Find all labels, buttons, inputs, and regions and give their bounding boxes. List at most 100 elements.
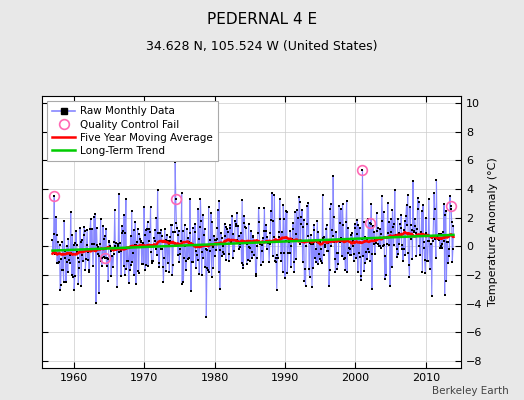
Point	[74, 281, 82, 287]
Point	[224, 228, 232, 235]
Point	[443, 239, 451, 246]
Point	[163, 259, 172, 266]
Point	[75, 259, 84, 265]
Point	[178, 281, 187, 287]
Point	[300, 278, 309, 284]
Point	[222, 257, 230, 263]
Point	[369, 222, 377, 229]
Point	[255, 218, 264, 225]
Point	[430, 190, 438, 197]
Point	[124, 245, 132, 251]
Point	[49, 249, 57, 255]
Point	[97, 258, 105, 264]
Point	[81, 228, 89, 234]
Point	[77, 283, 85, 289]
Point	[304, 200, 313, 206]
Point	[310, 221, 318, 228]
Text: 34.628 N, 105.524 W (United States): 34.628 N, 105.524 W (United States)	[146, 40, 378, 53]
Point	[184, 239, 193, 245]
Point	[449, 246, 457, 252]
Point	[387, 229, 395, 236]
Point	[83, 256, 92, 263]
Point	[343, 198, 351, 204]
Point	[295, 194, 303, 200]
Point	[106, 247, 115, 254]
Point	[414, 199, 423, 205]
Point	[440, 201, 449, 208]
Point	[139, 240, 147, 246]
Point	[93, 241, 101, 248]
Point	[397, 212, 406, 218]
Point	[264, 240, 272, 246]
Point	[144, 263, 152, 269]
Point	[301, 283, 310, 289]
Point	[141, 227, 150, 233]
Point	[431, 236, 440, 242]
Point	[410, 228, 418, 235]
Point	[124, 258, 133, 264]
Point	[191, 220, 199, 227]
Point	[49, 231, 58, 237]
Point	[205, 269, 213, 276]
Point	[71, 272, 79, 279]
Point	[348, 230, 356, 236]
Point	[407, 222, 415, 228]
Point	[432, 177, 441, 184]
Point	[376, 226, 384, 232]
Point	[118, 230, 127, 236]
Point	[103, 256, 112, 262]
Point	[134, 268, 143, 274]
Point	[60, 218, 69, 224]
Point	[128, 259, 137, 265]
Point	[182, 258, 191, 264]
Point	[349, 243, 357, 250]
Point	[341, 267, 350, 274]
Point	[82, 256, 90, 262]
Point	[160, 226, 169, 232]
Point	[86, 215, 95, 222]
Point	[203, 247, 212, 253]
Point	[126, 233, 135, 239]
Point	[159, 264, 167, 270]
Point	[57, 256, 66, 263]
Point	[277, 249, 285, 256]
Point	[127, 262, 135, 268]
Point	[264, 239, 272, 246]
Point	[105, 239, 113, 245]
Point	[335, 220, 344, 226]
Point	[397, 225, 405, 232]
Point	[157, 226, 165, 233]
Point	[344, 225, 352, 232]
Point	[129, 227, 138, 233]
Point	[286, 250, 294, 257]
Point	[390, 220, 398, 227]
Point	[90, 240, 98, 247]
Point	[253, 242, 261, 249]
Point	[248, 233, 257, 239]
Point	[251, 237, 259, 244]
Point	[257, 262, 265, 268]
Point	[405, 274, 413, 280]
Point	[294, 238, 303, 244]
Point	[227, 238, 235, 245]
Point	[180, 255, 188, 261]
Point	[101, 233, 109, 239]
Point	[120, 212, 128, 218]
Point	[77, 239, 85, 245]
Point	[438, 245, 446, 251]
Point	[233, 210, 241, 216]
Point	[275, 229, 283, 235]
Point	[244, 221, 253, 228]
Point	[214, 207, 222, 213]
Point	[232, 221, 241, 228]
Point	[352, 255, 360, 262]
Point	[416, 252, 424, 258]
Point	[58, 239, 67, 245]
Point	[238, 196, 246, 203]
Point	[434, 230, 443, 237]
Point	[156, 230, 164, 236]
Point	[62, 258, 71, 265]
Point	[228, 254, 237, 261]
Point	[398, 242, 407, 248]
Point	[374, 240, 383, 247]
